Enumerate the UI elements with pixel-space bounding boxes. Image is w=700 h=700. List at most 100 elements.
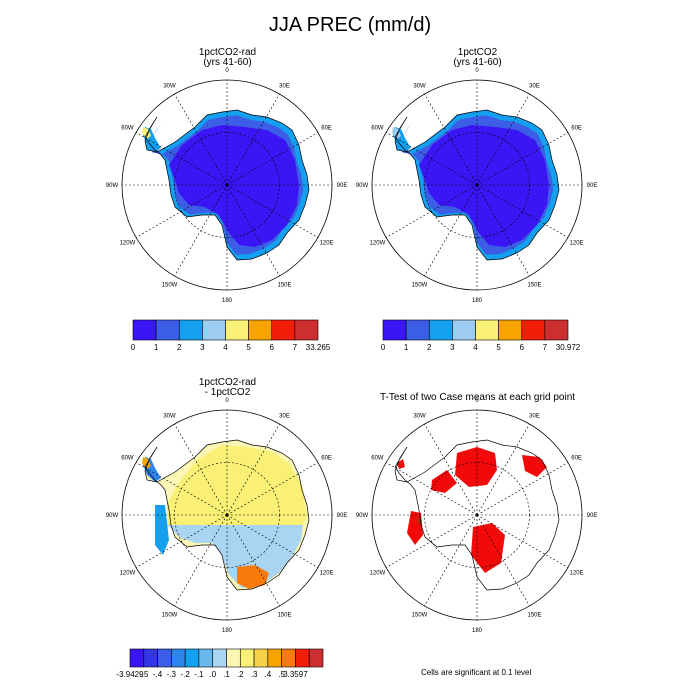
- meridian-line: [424, 514, 478, 607]
- longitude-label: 120W: [370, 571, 386, 577]
- panel1-title: 1pctCO2-rad (yrs 41-60): [155, 48, 300, 68]
- longitude-label: 120E: [570, 241, 584, 247]
- map-panel-2: 0 30E 60E 90E 120E 150E 180 150W 120W 90W 60W 30W: [356, 68, 598, 304]
- colorbar-box: [294, 319, 319, 341]
- longitude-label: 0: [225, 398, 229, 404]
- map-panel-4: 0 30E 60E 90E 120E 150E 180 150W 120W 90W 60W 30W: [356, 398, 598, 634]
- map-panel-3: 0 30E 60E 90E 120E 150E 180 150W 120W 90W 60W 30W: [106, 398, 348, 634]
- colorbar-tick-label: 2: [177, 343, 182, 352]
- colorbar-tick-label: 4: [473, 343, 478, 352]
- map-border: [371, 409, 583, 621]
- significant-region-4: [471, 523, 505, 573]
- meridian-line: [476, 423, 530, 516]
- panel3-title: 1pctCO2-rad - 1pctCO2: [155, 378, 300, 398]
- longitude-label: 150W: [412, 613, 428, 619]
- coastline: [144, 109, 310, 261]
- colorbar-box: [428, 319, 453, 341]
- map-border: [371, 79, 583, 291]
- colorbar-tick-label: -.4: [153, 670, 163, 679]
- longitude-label: 0: [225, 68, 229, 74]
- longitude-label: 60W: [121, 126, 134, 132]
- diff-west-coast-region: [155, 505, 169, 555]
- colorbar-box: [157, 648, 172, 668]
- colorbar-box: [267, 648, 282, 668]
- longitude-label: 180: [472, 628, 483, 634]
- meridian-line: [135, 462, 228, 516]
- panel4-title: T-Test of two Case means at each grid po…: [355, 393, 600, 403]
- diff-south-coast-region: [237, 565, 269, 589]
- colorbar-box: [129, 648, 145, 668]
- longitude-label: 180: [222, 298, 233, 304]
- longitude-label: 120E: [320, 571, 334, 577]
- meridian-line: [174, 514, 228, 607]
- panel2-title-line2: (yrs 41-60): [453, 57, 502, 68]
- colorbar-box: [281, 648, 296, 668]
- colorbar-tick-label: -3.9429: [116, 670, 144, 679]
- colorbar-tick-label: -.2: [180, 670, 190, 679]
- meridian-line: [226, 184, 319, 238]
- interior-precip-region: [419, 125, 549, 247]
- meridian-line: [385, 514, 478, 568]
- colorbar-tick-label: 0: [381, 343, 386, 352]
- meridian-line: [476, 184, 569, 238]
- panel2-title-line1: 1pctCO2: [457, 47, 498, 58]
- longitude-label: 90E: [587, 183, 598, 189]
- meridian-line: [174, 93, 228, 186]
- meridian-line: [476, 93, 530, 186]
- longitude-label: 150E: [277, 283, 291, 289]
- longitude-label: 30W: [413, 83, 426, 89]
- panel2-title: 1pctCO2 (yrs 41-60): [405, 48, 550, 68]
- colorbar-tick-label: 3: [200, 343, 205, 352]
- meridian-line: [385, 132, 478, 186]
- longitude-label: 60E: [571, 126, 582, 132]
- panel3-title-line1: 1pctCO2-rad: [198, 377, 257, 388]
- meridian-line: [385, 184, 478, 238]
- colorbar-tick-label: 0: [131, 343, 136, 352]
- colorbar-tick-label: .1: [223, 670, 230, 679]
- colorbar-box: [202, 319, 226, 341]
- longitude-label: 150W: [162, 283, 178, 289]
- colorbar-box: [143, 648, 158, 668]
- colorbar-box: [212, 648, 227, 668]
- significant-region-3: [522, 455, 547, 477]
- meridian-line: [174, 423, 228, 516]
- colorbar-box: [271, 319, 296, 341]
- longitude-label: 60W: [371, 126, 384, 132]
- meridian-line: [424, 184, 478, 277]
- longitude-label: 30W: [413, 413, 426, 419]
- longitude-label: 150E: [277, 613, 291, 619]
- panel1-title-line2: (yrs 41-60): [203, 57, 252, 68]
- peninsula-tip-precip-region: [142, 127, 151, 139]
- meridian-line: [226, 423, 280, 516]
- meridian-line: [135, 184, 228, 238]
- meridian-line: [226, 93, 280, 186]
- longitude-label: 150W: [412, 283, 428, 289]
- diff-west-region: [167, 525, 303, 588]
- longitude-label: 90W: [356, 183, 369, 189]
- colorbar-box: [405, 319, 430, 341]
- colorbar-box: [198, 648, 214, 668]
- colorbar-tick-label: 5: [496, 343, 501, 352]
- significant-region-6: [397, 459, 405, 469]
- colorbar-tick-label: 4: [223, 343, 228, 352]
- colorbar-box: [155, 319, 180, 341]
- longitude-label: 0: [475, 398, 479, 404]
- significant-region-5: [407, 511, 423, 545]
- panel4-title-line1: T-Test of two Case means at each grid po…: [379, 392, 576, 403]
- longitude-label: 0: [475, 68, 479, 74]
- diff-east-region: [167, 445, 307, 525]
- longitude-label: 90W: [106, 183, 119, 189]
- colorbar-tick-label: -.1: [194, 670, 204, 679]
- meridian-line: [424, 423, 478, 516]
- diff-peninsula-tip-region: [142, 457, 151, 469]
- longitude-label: 60W: [121, 456, 134, 462]
- colorbar-box: [308, 648, 324, 668]
- panel3-title-line2: - 1pctCO2: [204, 387, 251, 398]
- colorbar-box: [498, 319, 523, 341]
- meridian-line: [226, 514, 319, 568]
- colorbar-tick-label: 3: [450, 343, 455, 352]
- meridian-line: [174, 184, 228, 277]
- meridian-line: [476, 132, 569, 186]
- colorbar-tick-label: 1: [404, 343, 409, 352]
- longitude-label: 120E: [320, 241, 334, 247]
